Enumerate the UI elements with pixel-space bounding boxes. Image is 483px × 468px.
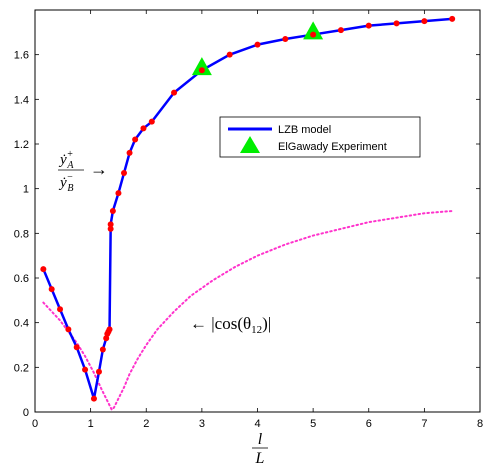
lzb-model-point [48,286,55,293]
legend-label-experiment: ElGawady Experiment [278,141,387,153]
y-tick-label: 0.6 [14,273,29,285]
legend-label-lzb: LZB model [278,124,331,136]
x-tick-label: 4 [254,418,260,430]
y-tick-label: 1.6 [14,50,29,62]
lzb-model-point [115,190,122,197]
y-tick-label: 1.2 [14,139,29,151]
x-axis-label: l L [252,431,268,467]
lzb-model-point [126,149,133,156]
ratio-bottom: ẏ− B [58,172,74,194]
lzb-model-point [73,344,80,351]
lzb-model-point [449,15,456,22]
lzb-model-point [140,125,147,132]
experiment-point [191,57,212,76]
lzb-model-point [421,18,428,25]
x-tick-label: 2 [143,418,149,430]
lzb-model-point [198,67,205,74]
ratio-annotation: ẏ+ A ẏ− B → [58,149,108,194]
lzb-model-point [254,41,261,48]
lzb-model-point [99,346,106,353]
lzb-model-point [132,136,139,143]
ratio-arrow: → [90,159,108,179]
x-tick-label: 0 [32,418,38,430]
lzb-model-point [365,22,372,29]
lzb-model-point [95,368,102,375]
lzb-model-point [107,225,114,232]
chart-marks [40,15,456,412]
y-tick-label: 0.2 [14,362,29,374]
x-tick-label: 5 [310,418,316,430]
x-tick-label: 7 [421,418,427,430]
cos-reference-curve [42,210,454,412]
lzb-model-point [40,266,47,273]
lzb-model-point [226,51,233,58]
lzb-model-point [148,118,155,125]
x-tick-label: 1 [88,418,94,430]
ratio-top: ẏ+ A [58,149,74,171]
legend-triangle-sample [240,136,260,153]
experiment-point [303,21,324,40]
lzb-model-point [393,20,400,27]
y-tick-label: 0.4 [14,318,29,330]
lzb-model-point [121,170,127,177]
lzb-model-point [106,326,113,333]
x-label-numerator: l [258,431,263,448]
x-tick-label: 6 [366,418,372,430]
lzb-model-point [90,395,97,402]
x-tick-label: 8 [477,418,483,430]
lzb-model-point [282,36,289,43]
legend: LZB model ElGawady Experiment [219,116,421,158]
cos-annotation: ← |cos(θ12)| [190,314,271,336]
x-label-denominator: L [255,450,265,467]
y-tick-label: 1.4 [14,94,29,106]
y-tick-label: 1 [23,184,29,196]
y-tick-label: 0.8 [14,228,29,240]
lzb-model-point [65,326,72,333]
lzb-model-point [109,208,116,214]
lzb-model-point [82,366,89,373]
plot-area [34,9,481,413]
lzb-model-point [57,306,64,313]
y-tick-label: 0 [23,407,29,419]
lzb-model-point [337,27,344,34]
lzb-model-point [310,31,317,38]
x-tick-label: 3 [199,418,205,430]
lzb-model-point [107,221,114,228]
lzb-model-point [171,89,178,96]
axes: 0 1 2 3 4 5 6 7 8 0 0.2 0.4 0.6 0.8 1 1.2 1.4 1.6 [14,10,483,430]
